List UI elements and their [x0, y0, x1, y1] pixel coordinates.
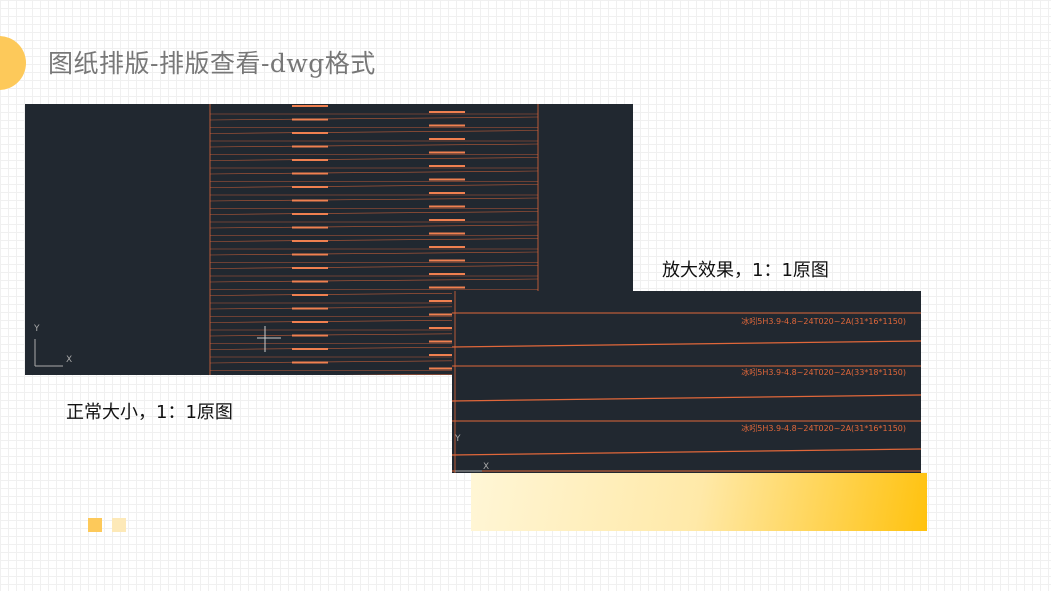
plate-line [452, 394, 921, 402]
y-axis-label: Y [34, 324, 40, 334]
tiny-label [292, 321, 328, 323]
tiny-label [292, 186, 328, 188]
plate-line [209, 211, 539, 215]
tiny-label [429, 192, 465, 194]
tiny-label [429, 286, 465, 289]
tiny-label [292, 118, 328, 121]
plate-line [209, 130, 539, 134]
tiny-label [429, 165, 465, 167]
tiny-label [292, 267, 328, 269]
tiny-label [292, 307, 328, 310]
tiny-label [429, 124, 465, 127]
tiny-label [429, 178, 465, 181]
tiny-label [292, 334, 328, 337]
plate-line [209, 278, 539, 283]
plate-line [452, 340, 921, 348]
tiny-label [292, 132, 328, 134]
tiny-label [292, 361, 328, 364]
tiny-label [429, 300, 465, 302]
tiny-label [429, 205, 465, 208]
plate-line [209, 170, 539, 175]
tiny-label [292, 348, 328, 350]
tiny-label [429, 232, 465, 235]
decorative-square [112, 518, 126, 532]
tiny-label [292, 105, 328, 107]
tiny-label [292, 145, 328, 148]
caption-zoomed: 放大效果，1：1原图 [662, 260, 829, 281]
x-axis-label: X [483, 462, 490, 472]
plate-line [209, 251, 539, 256]
tiny-label [429, 259, 465, 262]
y-axis-label: Y [455, 434, 461, 444]
tiny-label [292, 253, 328, 256]
tiny-label [292, 213, 328, 215]
cad-view-zoomed[interactable]: 冰吲5H3.9-4.8~24T020~2A(31*16*1150) 冰吲5H3.… [452, 291, 921, 473]
plate-line [452, 448, 921, 456]
tiny-label [292, 294, 328, 296]
tiny-label [292, 240, 328, 242]
plate-line [209, 157, 539, 161]
tiny-label [292, 226, 328, 229]
tiny-label [429, 367, 465, 370]
tiny-label [429, 111, 465, 113]
part-label: 冰吲5H3.9-4.8~24T020~2A(31*16*1150) [741, 424, 906, 433]
decorative-circle [0, 36, 26, 90]
tiny-label [429, 246, 465, 248]
cad-view-normal[interactable]: Y X [25, 104, 633, 375]
part-label: 冰吲5H3.9-4.8~24T020~2A(31*16*1150) [741, 317, 906, 326]
plate-line [209, 184, 539, 188]
tiny-label [429, 138, 465, 140]
tiny-label [292, 280, 328, 283]
caption-normal: 正常大小，1：1原图 [66, 402, 233, 423]
plate-line [209, 197, 539, 202]
plate-line [209, 116, 539, 121]
x-axis-label: X [66, 355, 73, 365]
decorative-gradient-block [471, 473, 927, 531]
tiny-label [292, 172, 328, 175]
part-label: 冰吲5H3.9-4.8~24T020~2A(33*18*1150) [741, 368, 906, 377]
page-title: 图纸排版-排版查看-dwg格式 [48, 49, 376, 78]
tiny-label [429, 151, 465, 154]
decorative-square [88, 518, 102, 532]
plate-line [209, 265, 539, 269]
plate-line [209, 224, 539, 229]
tiny-label [429, 340, 465, 343]
tiny-label [429, 313, 465, 316]
tiny-label [429, 354, 465, 356]
plate-line [209, 143, 539, 148]
plate-line [209, 238, 539, 242]
tiny-label [292, 199, 328, 202]
cad-drawing-zoomed [452, 291, 921, 473]
tiny-label [429, 273, 465, 275]
tiny-label [292, 159, 328, 161]
tiny-label [429, 219, 465, 221]
tiny-label [429, 327, 465, 329]
